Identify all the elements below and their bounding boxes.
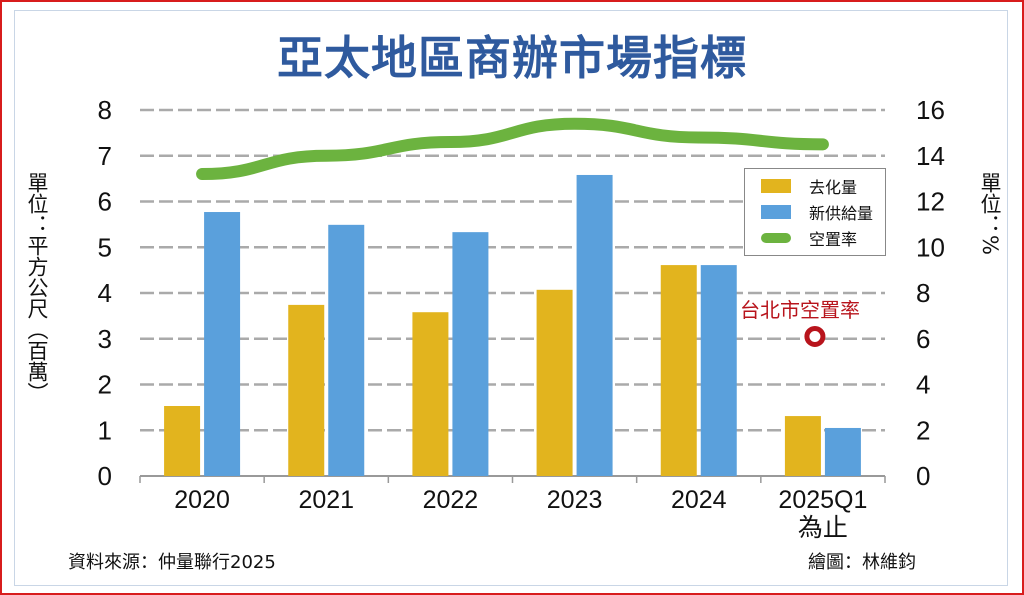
x-tick-label: 2021 (298, 486, 354, 514)
y-tick-left: 1 (98, 415, 112, 445)
legend-swatch-new-supply (761, 205, 791, 219)
bar-new-supply-2023 (576, 174, 613, 476)
legend: 去化量 新供給量 空置率 (744, 168, 886, 256)
y-tick-right: 10 (916, 232, 945, 262)
bar-new-supply-2020 (204, 212, 241, 476)
inner-frame (14, 10, 1008, 586)
credit-note: 繪圖：林維鈞 (808, 552, 916, 573)
taipei-vacancy-annotation: 台北市空置率 (740, 298, 860, 322)
y-tick-right: 4 (916, 370, 930, 400)
legend-label: 空置率 (809, 230, 858, 249)
legend-label: 新供給量 (809, 204, 874, 223)
y-tick-left: 5 (98, 232, 112, 262)
y-axis-label-right: 單位：% (978, 172, 1002, 255)
y-tick-right: 8 (916, 278, 930, 308)
y-tick-right: 0 (916, 461, 930, 491)
legend-item-new-supply: 新供給量 (761, 201, 873, 223)
bar-new-supply-2025Q1 (824, 427, 861, 476)
x-tick-label: 2025Q1 (778, 486, 867, 514)
point-vacancy-2023 (573, 122, 576, 125)
x-tick-label: 2023 (547, 486, 603, 514)
bar-absorption-2023 (536, 289, 573, 476)
bar-absorption-2022 (412, 312, 449, 476)
y-tick-left: 0 (98, 461, 112, 491)
x-tick-label: 2024 (671, 486, 727, 514)
chart-title: 亞太地區商辦市場指標 (277, 31, 747, 85)
legend-swatch-vacancy (761, 233, 791, 243)
y-tick-left: 6 (98, 187, 112, 217)
legend-item-absorption: 去化量 (761, 175, 857, 197)
legend-label: 去化量 (809, 178, 858, 197)
point-vacancy-2022 (449, 141, 452, 144)
bar-absorption-2020 (164, 406, 201, 476)
y-tick-left: 8 (98, 95, 112, 125)
x-tick-label: 2020 (174, 486, 230, 514)
y-tick-right: 16 (916, 95, 945, 125)
y-tick-right: 12 (916, 187, 945, 217)
line-vacancy-rate (196, 117, 829, 181)
x-tick-label: 2022 (423, 486, 479, 514)
bar-absorption-2024 (660, 265, 697, 476)
y-tick-right: 6 (916, 324, 930, 354)
point-vacancy-2024 (697, 136, 700, 139)
bar-absorption-2021 (288, 304, 325, 476)
legend-swatch-absorption (761, 179, 791, 193)
point-vacancy-2025Q1 (821, 143, 824, 146)
source-note: 資料來源：仲量聯行2025 (68, 552, 276, 573)
y-tick-right: 2 (916, 415, 930, 445)
y-tick-left: 2 (98, 370, 112, 400)
y-tick-right: 14 (916, 141, 945, 171)
taipei-vacancy-marker (804, 325, 826, 347)
bar-new-supply-2021 (328, 224, 365, 476)
y-tick-left: 7 (98, 141, 112, 171)
y-tick-left: 3 (98, 324, 112, 354)
point-vacancy-2021 (325, 154, 328, 157)
bar-new-supply-2024 (700, 265, 737, 476)
bar-absorption-2025Q1 (784, 416, 821, 476)
point-vacancy-2020 (201, 173, 204, 176)
y-tick-left: 4 (98, 278, 112, 308)
x-tick-sublabel: 為止 (798, 514, 848, 542)
legend-item-vacancy: 空置率 (761, 227, 857, 249)
bar-new-supply-2022 (452, 232, 489, 476)
y-axis-label-left: 單位：平方公尺（百萬） (25, 172, 49, 403)
